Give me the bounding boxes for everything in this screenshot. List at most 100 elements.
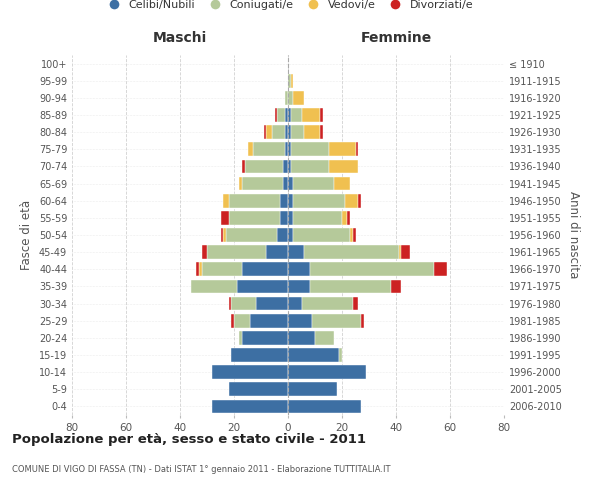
Bar [302, 296, 353, 310]
Bar [277, 108, 286, 122]
Bar [342, 211, 347, 224]
Bar [239, 176, 242, 190]
Bar [293, 211, 342, 224]
Bar [212, 400, 288, 413]
Bar [353, 296, 358, 310]
Bar [229, 194, 280, 207]
Bar [272, 126, 286, 139]
Bar [310, 262, 434, 276]
Bar [315, 331, 334, 344]
Bar [401, 246, 410, 259]
Bar [310, 280, 391, 293]
Bar [288, 296, 302, 310]
Bar [288, 262, 310, 276]
Bar [229, 211, 280, 224]
Bar [212, 366, 288, 379]
Bar [242, 262, 288, 276]
Bar [290, 160, 329, 173]
Legend: Celibi/Nubili, Coniugati/e, Vedovi/e, Divorziati/e: Celibi/Nubili, Coniugati/e, Vedovi/e, Di… [98, 0, 478, 14]
Bar [353, 228, 355, 242]
Bar [253, 142, 286, 156]
Bar [288, 400, 361, 413]
Bar [304, 246, 399, 259]
Bar [229, 296, 232, 310]
Bar [329, 142, 355, 156]
Bar [264, 126, 266, 139]
Bar [288, 91, 293, 104]
Bar [288, 160, 290, 173]
Bar [340, 348, 342, 362]
Bar [266, 126, 272, 139]
Bar [290, 108, 302, 122]
Text: COMUNE DI VIGO DI FASSA (TN) - Dati ISTAT 1° gennaio 2011 - Elaborazione TUTTITA: COMUNE DI VIGO DI FASSA (TN) - Dati ISTA… [12, 466, 391, 474]
Bar [293, 91, 304, 104]
Bar [245, 160, 283, 173]
Bar [207, 246, 266, 259]
Bar [288, 280, 310, 293]
Bar [286, 142, 288, 156]
Bar [232, 314, 234, 328]
Bar [288, 126, 290, 139]
Text: Femmine: Femmine [361, 30, 431, 44]
Bar [290, 126, 304, 139]
Bar [275, 108, 277, 122]
Bar [286, 108, 288, 122]
Bar [329, 160, 358, 173]
Bar [313, 314, 361, 328]
Bar [288, 246, 304, 259]
Bar [288, 176, 293, 190]
Text: Popolazione per età, sesso e stato civile - 2011: Popolazione per età, sesso e stato civil… [12, 432, 366, 446]
Bar [239, 331, 242, 344]
Bar [232, 348, 288, 362]
Bar [290, 142, 329, 156]
Bar [304, 126, 320, 139]
Bar [283, 176, 288, 190]
Bar [256, 296, 288, 310]
Bar [288, 382, 337, 396]
Bar [293, 194, 344, 207]
Bar [247, 142, 253, 156]
Bar [288, 142, 290, 156]
Bar [391, 280, 401, 293]
Bar [355, 142, 358, 156]
Bar [242, 176, 283, 190]
Bar [223, 194, 229, 207]
Bar [221, 228, 223, 242]
Bar [191, 280, 236, 293]
Bar [283, 160, 288, 173]
Bar [266, 246, 288, 259]
Bar [358, 194, 361, 207]
Bar [242, 160, 245, 173]
Y-axis label: Anni di nascita: Anni di nascita [567, 192, 580, 278]
Bar [221, 211, 229, 224]
Bar [288, 348, 340, 362]
Bar [288, 331, 315, 344]
Text: Maschi: Maschi [153, 30, 207, 44]
Bar [199, 262, 202, 276]
Bar [242, 331, 288, 344]
Bar [288, 228, 293, 242]
Bar [288, 211, 293, 224]
Bar [286, 91, 288, 104]
Bar [286, 126, 288, 139]
Bar [399, 246, 401, 259]
Bar [196, 262, 199, 276]
Bar [347, 211, 350, 224]
Bar [277, 228, 288, 242]
Bar [202, 246, 207, 259]
Bar [288, 74, 290, 88]
Bar [250, 314, 288, 328]
Bar [288, 194, 293, 207]
Bar [350, 228, 353, 242]
Bar [202, 262, 242, 276]
Bar [288, 108, 290, 122]
Bar [280, 211, 288, 224]
Bar [280, 194, 288, 207]
Bar [302, 108, 320, 122]
Bar [334, 176, 350, 190]
Y-axis label: Fasce di età: Fasce di età [20, 200, 33, 270]
Bar [226, 228, 277, 242]
Bar [234, 314, 250, 328]
Bar [344, 194, 358, 207]
Bar [290, 74, 293, 88]
